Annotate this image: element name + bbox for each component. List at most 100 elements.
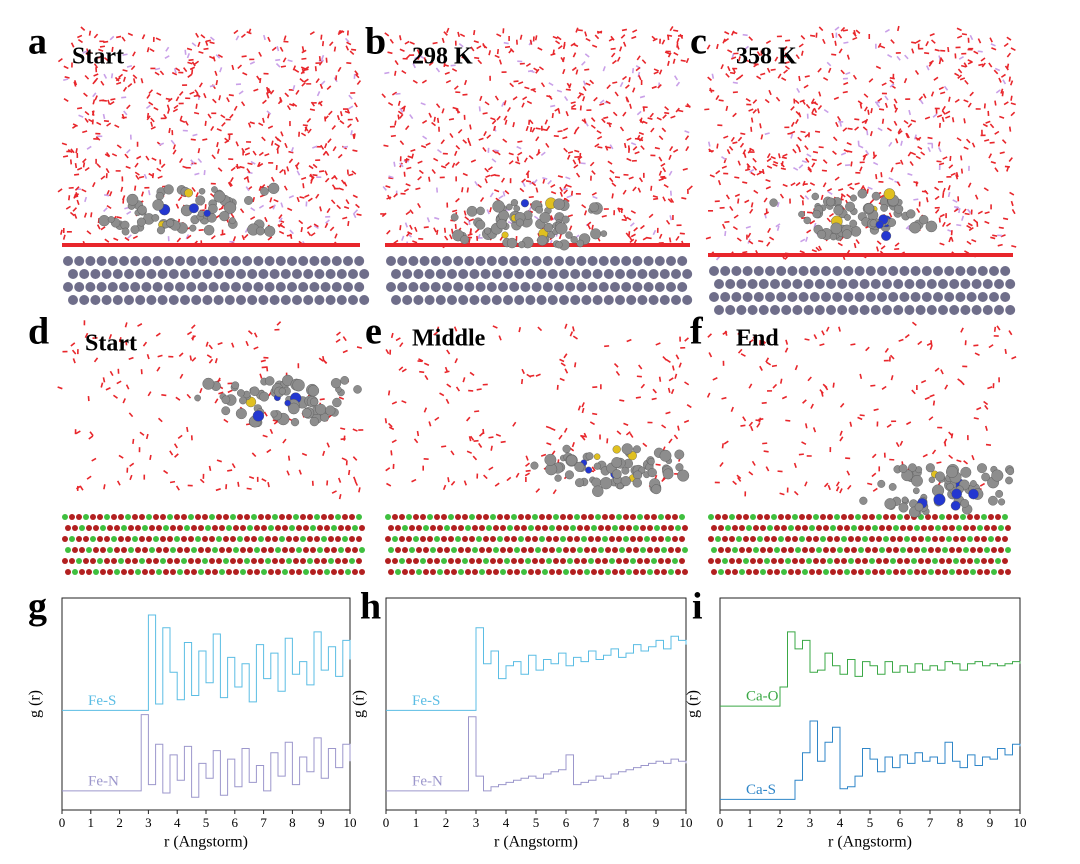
water [320,54,325,61]
atom [219,569,225,575]
water [838,48,843,54]
water [969,91,974,97]
water [668,377,674,382]
water [1002,79,1007,85]
water [1011,208,1016,215]
water [304,194,310,198]
molecule-atom [585,466,593,474]
water [449,234,453,240]
water [88,30,92,36]
water [406,166,412,170]
water [127,83,133,88]
water [708,352,713,358]
water [502,191,506,197]
water [300,132,307,137]
water [721,396,727,400]
water [790,182,796,187]
atom [584,547,590,553]
water [239,208,245,214]
atom [970,525,976,531]
atom [497,558,503,564]
atom [893,279,904,289]
water [116,380,122,385]
water [967,222,973,227]
water [967,61,973,65]
atom [798,266,809,276]
water [179,115,183,121]
water [715,94,720,101]
atom [402,547,408,553]
water [626,216,632,221]
water [766,165,773,169]
atom [654,569,660,575]
atom [560,558,566,564]
water [229,177,234,183]
water [399,225,402,231]
water [745,98,751,102]
water [578,92,584,96]
atom [560,514,566,520]
atom [554,256,564,266]
water [857,416,863,421]
water [531,88,537,93]
water [245,340,249,347]
water [888,141,893,147]
water [453,326,458,332]
atom [419,282,430,292]
water [907,123,913,128]
molecule-atom [195,195,206,206]
water [764,98,770,104]
water [506,476,512,482]
atom [531,256,542,266]
water [626,137,632,142]
water [336,115,341,121]
atom [86,525,92,531]
water [381,93,386,99]
water [455,144,461,150]
atom [303,569,309,575]
atom [453,282,464,292]
water [560,362,566,367]
atom [904,558,910,564]
water [866,188,869,194]
water [898,338,904,342]
water [450,450,455,456]
water [640,383,646,389]
water [910,151,917,156]
atom [581,536,587,542]
water [795,181,801,187]
water [74,193,80,198]
atom [644,558,650,564]
water [104,238,110,243]
atom [595,514,601,520]
water [156,167,162,172]
water [927,136,933,140]
atom [186,282,197,292]
water [748,339,754,344]
water [772,163,778,167]
atom [486,525,492,531]
water [550,183,556,188]
water [324,222,329,229]
water [289,229,294,235]
atom [430,256,441,266]
water [764,132,770,136]
water [732,81,738,85]
atom [345,525,351,531]
water [947,185,951,191]
water [749,147,755,152]
water [485,174,491,178]
water [91,457,97,462]
y-axis-label: g (r) [27,690,44,718]
water [337,153,343,159]
molecule-atom [901,496,909,504]
atom [409,525,415,531]
atom [890,536,896,542]
atom [413,295,424,305]
atom [226,547,232,553]
atom [644,536,650,542]
water [563,353,568,359]
water [73,81,77,87]
water [793,490,799,496]
